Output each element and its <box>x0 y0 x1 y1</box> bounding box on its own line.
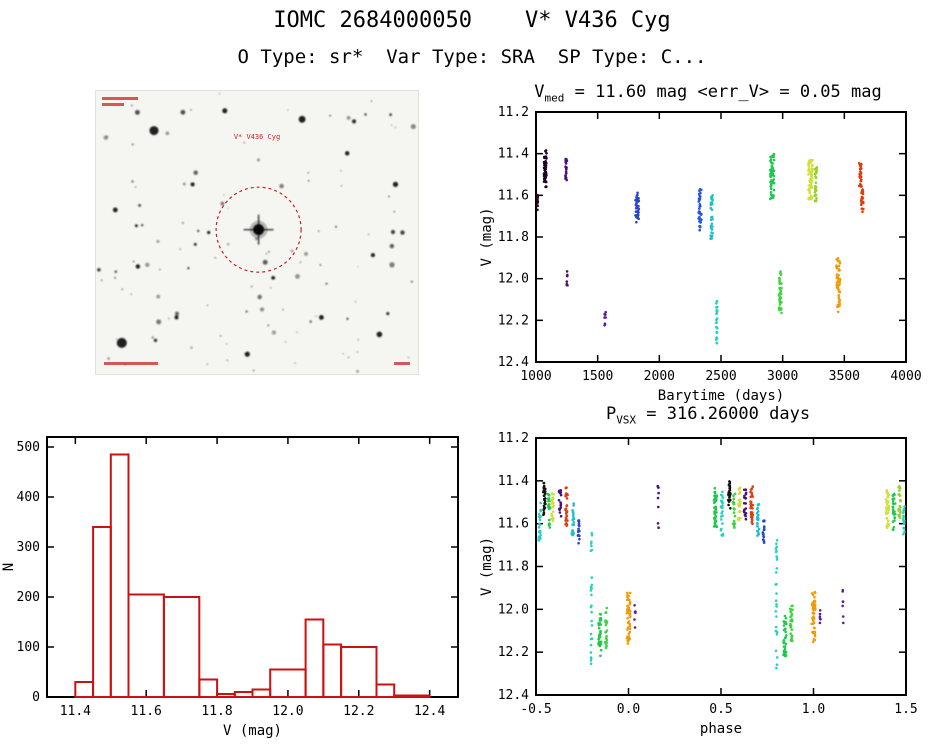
svg-text:200: 200 <box>17 590 40 605</box>
svg-text:N: N <box>1 563 17 571</box>
svg-text:11.4: 11.4 <box>498 147 529 162</box>
svg-text:0.0: 0.0 <box>617 702 640 717</box>
svg-text:12.2: 12.2 <box>498 645 529 660</box>
svg-text:1.0: 1.0 <box>802 702 825 717</box>
svg-text:12.4: 12.4 <box>414 704 445 719</box>
svg-text:1.5: 1.5 <box>894 702 917 717</box>
annotation-mark <box>104 362 158 365</box>
phase-folded-plot: -0.5 0.0 0.5 1.0 1.5 11.2 11.4 11.6 11.8 12.0 12.2… <box>478 427 938 745</box>
svg-text:11.8: 11.8 <box>201 704 232 719</box>
svg-text:4000: 4000 <box>890 369 921 384</box>
magnitude-histogram-plot: 11.4 11.6 11.8 12.0 12.2 12.4 0 100 200 300 400 500… <box>0 424 470 744</box>
svg-text:12.0: 12.0 <box>498 272 529 287</box>
target-label: V* V436 Cyg <box>233 133 281 142</box>
lightcurve-title: Vmed = 11.60 mag <err_V> = 0.05 mag <box>478 82 938 104</box>
svg-text:12.0: 12.0 <box>498 602 529 617</box>
svg-text:2000: 2000 <box>644 369 675 384</box>
star-field <box>96 91 418 378</box>
svg-text:11.8: 11.8 <box>498 230 529 245</box>
lc-title-sub: med <box>544 91 565 105</box>
svg-text:-0.5: -0.5 <box>520 702 551 717</box>
svg-text:11.4: 11.4 <box>60 704 91 719</box>
svg-text:12.4: 12.4 <box>498 688 529 703</box>
svg-text:1000: 1000 <box>520 369 551 384</box>
svg-text:12.4: 12.4 <box>498 355 529 370</box>
svg-text:11.8: 11.8 <box>498 560 529 575</box>
phase-plot-title: PVSX = 316.26000 days <box>478 404 938 426</box>
svg-text:12.0: 12.0 <box>272 704 303 719</box>
annotation-mark <box>394 362 410 365</box>
page-title: IOMC 2684000050 V* V436 Cyg <box>273 8 671 33</box>
svg-text:3500: 3500 <box>829 369 860 384</box>
svg-text:11.4: 11.4 <box>498 474 529 489</box>
ph-title-rest: = 316.26000 days <box>636 404 811 424</box>
svg-text:400: 400 <box>17 490 40 505</box>
annotation-mark <box>102 97 138 100</box>
svg-text:11.2: 11.2 <box>498 431 529 446</box>
annotation-mark <box>102 103 124 106</box>
lc-title-rest: = 11.60 mag <err_V> = 0.05 mag <box>564 82 882 102</box>
svg-text:12.2: 12.2 <box>498 313 529 328</box>
ph-title-sub: VSX <box>616 413 637 427</box>
svg-text:V (mag): V (mag) <box>223 723 282 739</box>
svg-text:1500: 1500 <box>582 369 613 384</box>
svg-text:11.2: 11.2 <box>498 105 529 120</box>
svg-text:11.6: 11.6 <box>498 188 529 203</box>
lightcurve-plot: 1000 1500 2000 2500 3000 3500 4000 11.2 11.4 11.6… <box>478 100 938 420</box>
finding-chart-image: V* V436 Cyg <box>95 90 419 375</box>
ph-title-prefix: P <box>605 404 617 424</box>
svg-text:2500: 2500 <box>705 369 736 384</box>
svg-text:Barytime (days): Barytime (days) <box>658 388 784 404</box>
svg-text:11.6: 11.6 <box>131 704 162 719</box>
svg-text:500: 500 <box>17 440 40 455</box>
svg-text:12.2: 12.2 <box>343 704 374 719</box>
svg-text:0: 0 <box>32 690 40 705</box>
svg-text:11.6: 11.6 <box>498 517 529 532</box>
svg-text:300: 300 <box>17 540 40 555</box>
svg-text:100: 100 <box>17 640 40 655</box>
star-field-svg <box>97 93 416 373</box>
lc-title-prefix: V <box>534 82 545 102</box>
svg-text:V (mag): V (mag) <box>479 207 495 266</box>
svg-text:0.5: 0.5 <box>709 702 732 717</box>
svg-text:3000: 3000 <box>767 369 798 384</box>
svg-text:phase: phase <box>700 721 742 737</box>
svg-text:V (mag): V (mag) <box>479 537 495 596</box>
page-subtitle: O Type: sr* Var Type: SRA SP Type: C... <box>237 46 707 68</box>
